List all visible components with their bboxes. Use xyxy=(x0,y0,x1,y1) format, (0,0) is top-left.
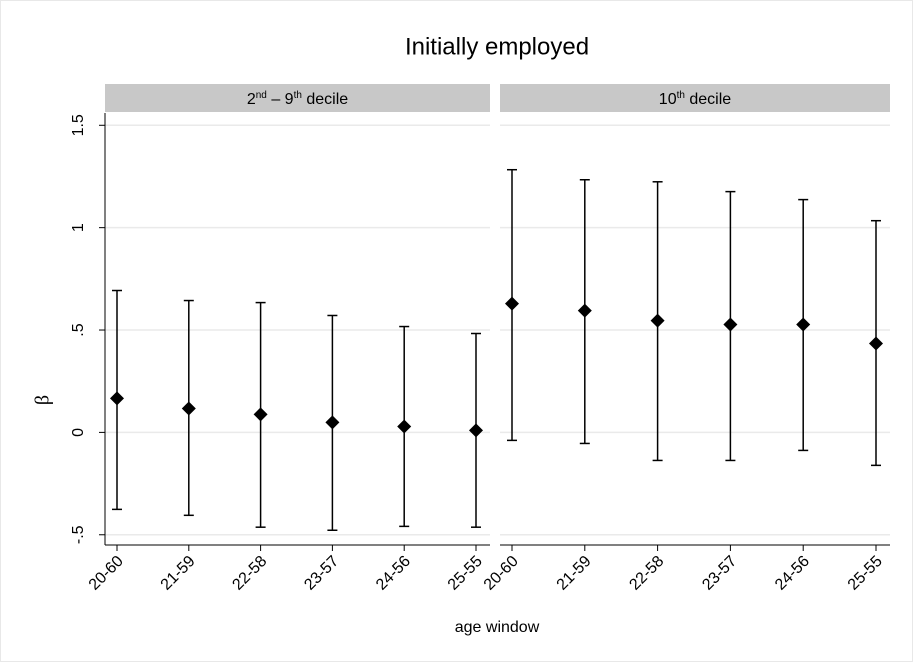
point xyxy=(397,419,412,434)
point xyxy=(505,296,519,311)
panel-header xyxy=(105,84,490,112)
plot-area xyxy=(105,113,490,545)
point xyxy=(253,407,268,422)
panel-title-part: th xyxy=(294,90,302,101)
panel-title: 10th decile xyxy=(659,90,731,108)
x-axis-label: age window xyxy=(455,619,540,636)
y-tick-label: 1 xyxy=(70,223,87,232)
panel-title-part: – 9 xyxy=(267,91,294,108)
y-tick-label: -.5 xyxy=(70,525,87,544)
point xyxy=(325,415,340,430)
panel-title-part: 10 xyxy=(659,91,677,108)
panel-title: 2nd – 9th decile xyxy=(247,90,348,108)
panel-title-part: th xyxy=(677,90,685,101)
point xyxy=(650,313,665,328)
point xyxy=(469,423,483,438)
panel-title-part: nd xyxy=(256,90,267,101)
y-tick-label: 1.5 xyxy=(70,114,87,136)
point xyxy=(181,401,196,416)
panel-title-part: decile xyxy=(685,91,731,108)
y-axis-label: β xyxy=(32,395,54,405)
point xyxy=(110,391,124,406)
panel-title-part: decile xyxy=(302,91,348,108)
point xyxy=(723,317,738,332)
plot-area xyxy=(500,113,890,545)
panel-header xyxy=(500,84,890,112)
y-tick-label: 0 xyxy=(70,428,87,437)
point xyxy=(796,317,811,332)
point xyxy=(577,303,592,318)
panel-title-part: 2 xyxy=(247,91,256,108)
y-tick-label: .5 xyxy=(70,323,87,336)
chart-title: Initially employed xyxy=(405,33,589,60)
point xyxy=(869,336,883,351)
